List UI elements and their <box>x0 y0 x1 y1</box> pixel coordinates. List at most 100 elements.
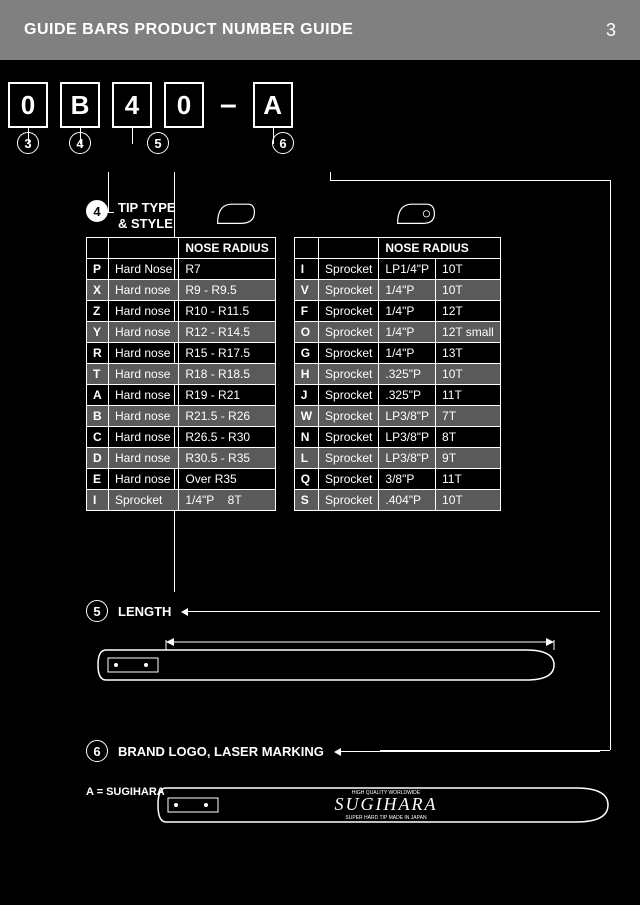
table-row: JSprocket.325"P11T <box>294 385 500 406</box>
row-code: R <box>87 343 109 364</box>
row-code: P <box>87 259 109 280</box>
row-code: O <box>294 322 318 343</box>
row-code: Z <box>87 301 109 322</box>
row-nose: R26.5 - R30 <box>179 427 275 448</box>
row-code: C <box>87 427 109 448</box>
table-row: YHard noseR12 - R14.5 <box>87 322 276 343</box>
row-type: Sprocket <box>319 427 379 448</box>
row-nose: 1/4"P <box>379 322 436 343</box>
row-code: G <box>294 343 318 364</box>
row-nose: Over R35 <box>179 469 275 490</box>
code-char: 0 <box>21 90 35 121</box>
index-6: 6 <box>272 132 294 154</box>
row-type: Sprocket <box>319 490 379 511</box>
row-type: Sprocket <box>319 469 379 490</box>
table-row: BHard noseR21.5 - R26 <box>87 406 276 427</box>
title-line: & STYLE <box>118 216 173 231</box>
table-row: WSprocketLP3/8"P7T <box>294 406 500 427</box>
row-nose: R30.5 - R35 <box>179 448 275 469</box>
code-char: 4 <box>125 90 139 121</box>
row-code: D <box>87 448 109 469</box>
row-code: F <box>294 301 318 322</box>
section-length: 5 LENGTH <box>86 600 600 705</box>
row-code: I <box>87 490 109 511</box>
table-row: GSprocket1/4"P13T <box>294 343 500 364</box>
section-tip-type: 4 TIP TYPE & STYLE NOSE RADIUS PHard Nos… <box>86 200 501 511</box>
row-nose: 3/8"P <box>379 469 436 490</box>
code-char: A <box>263 90 282 121</box>
code-box-2: 4 <box>112 82 152 128</box>
code-dash: – <box>216 88 241 122</box>
row-code: H <box>294 364 318 385</box>
row-nose: .325"P <box>379 364 436 385</box>
row-type: Sprocket <box>319 364 379 385</box>
table-row: SSprocket.404"P10T <box>294 490 500 511</box>
row-teeth: 12T <box>436 301 501 322</box>
section-brand: 6 BRAND LOGO, LASER MARKING A = SUGIHARA… <box>86 740 600 845</box>
row-teeth: 10T <box>436 280 501 301</box>
row-nose: LP3/8"P <box>379 448 436 469</box>
nose-icon-hard <box>216 200 256 226</box>
row-nose: R10 - R11.5 <box>179 301 275 322</box>
table-row: QSprocket3/8"P11T <box>294 469 500 490</box>
row-nose: .404"P <box>379 490 436 511</box>
row-type: Sprocket <box>319 406 379 427</box>
row-teeth: 9T <box>436 448 501 469</box>
row-code: N <box>294 427 318 448</box>
row-code: L <box>294 448 318 469</box>
row-type: Hard nose <box>109 406 179 427</box>
table-row: OSprocket1/4"P12T small <box>294 322 500 343</box>
row-nose: 1/4"P 8T <box>179 490 275 511</box>
table-row: EHard noseOver R35 <box>87 469 276 490</box>
brand-note: A = SUGIHARA <box>86 786 165 798</box>
row-type: Hard nose <box>109 364 179 385</box>
product-code-row: 0 B 4 0 – A <box>0 60 640 128</box>
row-type: Sprocket <box>319 259 379 280</box>
table-row: RHard noseR15 - R17.5 <box>87 343 276 364</box>
brand-logo-text: SUGIHARA <box>335 794 438 814</box>
row-code: W <box>294 406 318 427</box>
page-number: 3 <box>606 20 616 41</box>
connector <box>610 180 611 750</box>
row-code: B <box>87 406 109 427</box>
row-teeth: 10T <box>436 364 501 385</box>
row-code: J <box>294 385 318 406</box>
table-row: FSprocket1/4"P12T <box>294 301 500 322</box>
row-type: Hard nose <box>109 301 179 322</box>
row-type: Hard Nose <box>109 259 179 280</box>
row-code: E <box>87 469 109 490</box>
row-nose: R12 - R14.5 <box>179 322 275 343</box>
row-type: Sprocket <box>319 448 379 469</box>
row-code: Y <box>87 322 109 343</box>
row-nose: R18 - R18.5 <box>179 364 275 385</box>
row-teeth: 12T small <box>436 322 501 343</box>
row-type: Sprocket <box>319 280 379 301</box>
header-title: GUIDE BARS PRODUCT NUMBER GUIDE <box>24 21 353 39</box>
table-row: LSprocketLP3/8"P9T <box>294 448 500 469</box>
section-4-badge: 4 <box>86 200 108 222</box>
row-nose: 1/4"P <box>379 343 436 364</box>
code-char: 0 <box>177 90 191 121</box>
row-type: Hard nose <box>109 469 179 490</box>
row-nose: R19 - R21 <box>179 385 275 406</box>
row-nose: R21.5 - R26 <box>179 406 275 427</box>
row-nose: LP1/4"P <box>379 259 436 280</box>
table-row: ISprocket1/4"P 8T <box>87 490 276 511</box>
row-teeth: 10T <box>436 259 501 280</box>
col-header-nose: NOSE RADIUS <box>379 238 500 259</box>
row-code: Q <box>294 469 318 490</box>
row-type: Hard nose <box>109 343 179 364</box>
table-row: CHard noseR26.5 - R30 <box>87 427 276 448</box>
guide-bar-brand-icon: SUGIHARA HIGH QUALITY WORLDWIDE SUPER HA… <box>146 770 626 840</box>
header-bar: GUIDE BARS PRODUCT NUMBER GUIDE 3 <box>0 0 640 60</box>
connector <box>187 611 600 612</box>
row-teeth: 10T <box>436 490 501 511</box>
row-code: T <box>87 364 109 385</box>
code-char: B <box>71 90 90 121</box>
row-teeth: 13T <box>436 343 501 364</box>
table-row: AHard noseR19 - R21 <box>87 385 276 406</box>
row-type: Sprocket <box>319 322 379 343</box>
row-type: Sprocket <box>109 490 179 511</box>
title-line: TIP TYPE <box>118 200 176 215</box>
row-type: Sprocket <box>319 343 379 364</box>
